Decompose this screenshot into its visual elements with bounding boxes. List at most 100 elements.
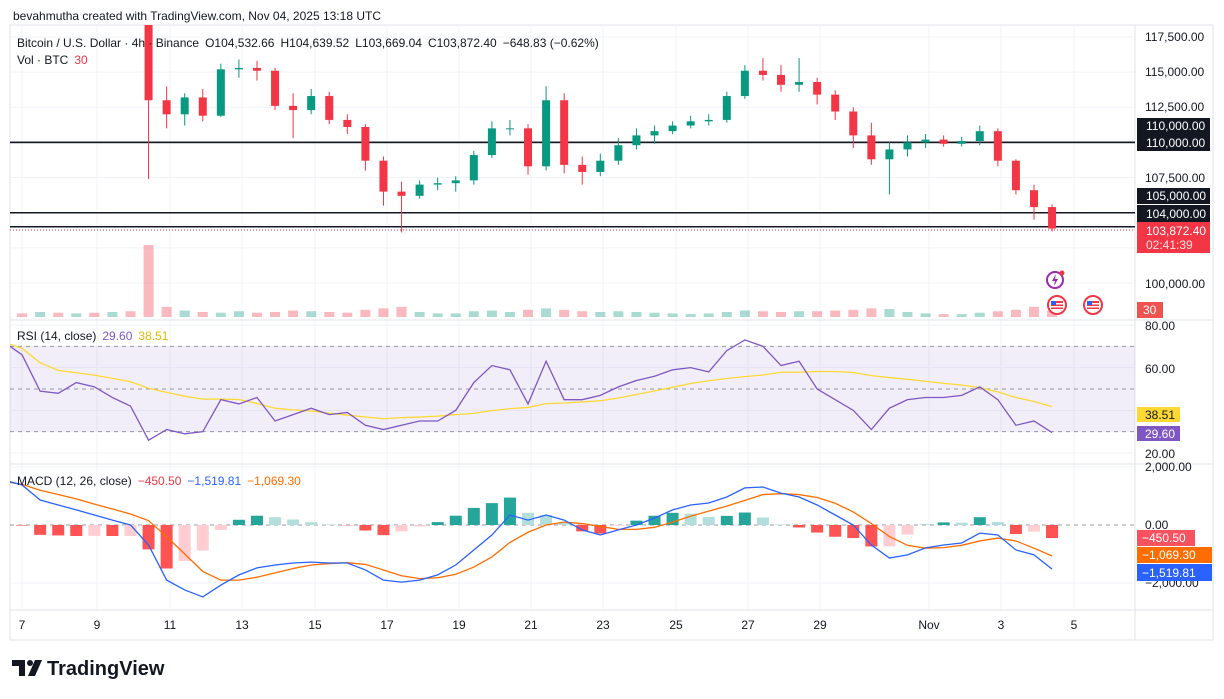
level-label: 105,000.00: [1146, 189, 1206, 203]
candle: [758, 58, 767, 81]
candle: [614, 138, 623, 165]
time-tick: 29: [813, 618, 827, 632]
macd-signal-badge-box: [1137, 547, 1212, 563]
candle-body: [957, 141, 966, 144]
volume-bar: [504, 311, 515, 317]
price-tick: 107,500.00: [1145, 171, 1205, 185]
candle-body: [813, 81, 822, 95]
macd-histogram-bar: [124, 525, 137, 537]
macd-histogram-bar: [269, 517, 282, 525]
candle: [289, 93, 298, 139]
candle-body: [379, 160, 388, 192]
candle: [524, 124, 533, 175]
tv-logo-mark: [28, 660, 42, 676]
macd-badge: −1,519.81: [1142, 566, 1196, 580]
rsi-pane[interactable]: [4, 339, 1135, 442]
candle-body: [162, 100, 171, 115]
candle-body: [939, 139, 948, 144]
macd-histogram-bar: [467, 507, 480, 525]
candle: [180, 93, 189, 126]
rsi-legend[interactable]: RSI (14, close) 29.60 38.51: [17, 329, 169, 343]
candle-body: [885, 149, 894, 160]
tradingview-logo[interactable]: TradingView: [12, 658, 165, 680]
time-tick: 11: [164, 618, 177, 632]
volume-bar: [721, 311, 732, 317]
legend-volume[interactable]: Vol · BTC 30: [17, 53, 88, 67]
macd-legend[interactable]: MACD (12, 26, close) −450.50 −1,519.81 −1,0…: [17, 474, 301, 488]
price-axis[interactable]: 117,500.00 115,000.00 112,500.00 107,500…: [1137, 30, 1210, 318]
macd-axis[interactable]: 2,000.00 0.00 −2,000.00 −450.50 −1,069.3…: [1137, 460, 1212, 590]
volume-bar: [866, 308, 877, 317]
candle: [397, 181, 406, 233]
candle-body: [487, 128, 496, 156]
candle-body: [234, 67, 243, 70]
candle-body: [632, 135, 641, 146]
horizontal-levels[interactable]: [10, 141, 1135, 231]
candle-body: [668, 125, 677, 132]
volume-bar: [794, 311, 805, 317]
rsi-ma-badge-box: [1137, 407, 1180, 422]
volume-bar: [1047, 310, 1058, 317]
symbol-name[interactable]: Bitcoin / U.S. Dollar · 4h · Binance: [17, 36, 199, 50]
candle: [831, 90, 840, 120]
macd-pane[interactable]: [0, 480, 1135, 598]
volume-bar: [450, 313, 461, 317]
level-label-box: [1137, 205, 1210, 222]
macd-histogram-bar: [883, 525, 896, 547]
candle-body: [1029, 190, 1038, 208]
rsi-axis[interactable]: 80.00 60.00 20.00 38.51 29.60: [1137, 319, 1180, 461]
candle-body: [777, 74, 786, 85]
time-axis[interactable]: 7 9 11 13 15 17 19 21 23 25 27 29 Nov 3 5: [19, 618, 1078, 632]
candle: [216, 63, 225, 118]
candle-body: [542, 100, 551, 167]
volume-bar: [577, 311, 588, 317]
macd-histogram-bar: [1009, 525, 1022, 534]
legend-change: −648.83 (−0.62%): [503, 36, 599, 50]
macd-histogram-bar: [178, 525, 191, 561]
macd-histogram-bar: [287, 519, 300, 525]
candle: [451, 176, 460, 192]
candle-body: [252, 67, 261, 71]
rsi-line: [10, 339, 1053, 442]
macd-histogram-bar: [1027, 525, 1040, 532]
volume-bar: [739, 310, 750, 317]
candle-body: [433, 183, 442, 185]
candle-body: [451, 180, 460, 184]
candle: [234, 59, 243, 78]
macd-histogram-bar: [52, 525, 65, 536]
volume-bar: [396, 306, 407, 317]
us-flag-event-icon[interactable]: [1047, 295, 1067, 315]
legend-low: L103,669.04: [355, 36, 422, 50]
logo-text: TradingView: [47, 658, 165, 680]
candles[interactable]: [126, 0, 1057, 233]
candle-body: [650, 131, 659, 136]
candle-body: [198, 97, 207, 116]
macd-histogram-bar: [630, 520, 643, 525]
macd-histogram-bar: [34, 525, 47, 535]
candle-body: [795, 81, 804, 85]
price-tick: 117,500.00: [1145, 30, 1204, 44]
candle: [885, 142, 894, 195]
chart-frame: [9, 24, 1214, 641]
rsi-tick: 20.00: [1145, 447, 1175, 461]
rsi-tick: 80.00: [1145, 319, 1175, 333]
candle-body: [560, 100, 569, 165]
us-flag-event-icon[interactable]: [1083, 295, 1103, 315]
candle: [560, 93, 569, 174]
candle-body: [289, 105, 298, 111]
macd-signal-value: −1,069.30: [247, 474, 301, 488]
volume-bar: [251, 312, 262, 317]
legend-symbol[interactable]: Bitcoin / U.S. Dollar · 4h · Binance O104…: [17, 36, 599, 50]
rsi-ma-line: [10, 343, 1053, 420]
lightning-event-icon[interactable]: [1046, 270, 1065, 289]
candle-body: [216, 69, 225, 116]
candle-body: [144, 25, 153, 101]
volume-bar: [468, 311, 479, 317]
macd-histogram-bar: [775, 524, 788, 525]
macd-hist-badge-box: [1137, 530, 1195, 546]
volume-bar: [71, 313, 82, 317]
rsi-ma-badge: 38.51: [1145, 408, 1175, 422]
candle-body: [758, 70, 767, 75]
macd-histogram-bar: [377, 525, 390, 536]
